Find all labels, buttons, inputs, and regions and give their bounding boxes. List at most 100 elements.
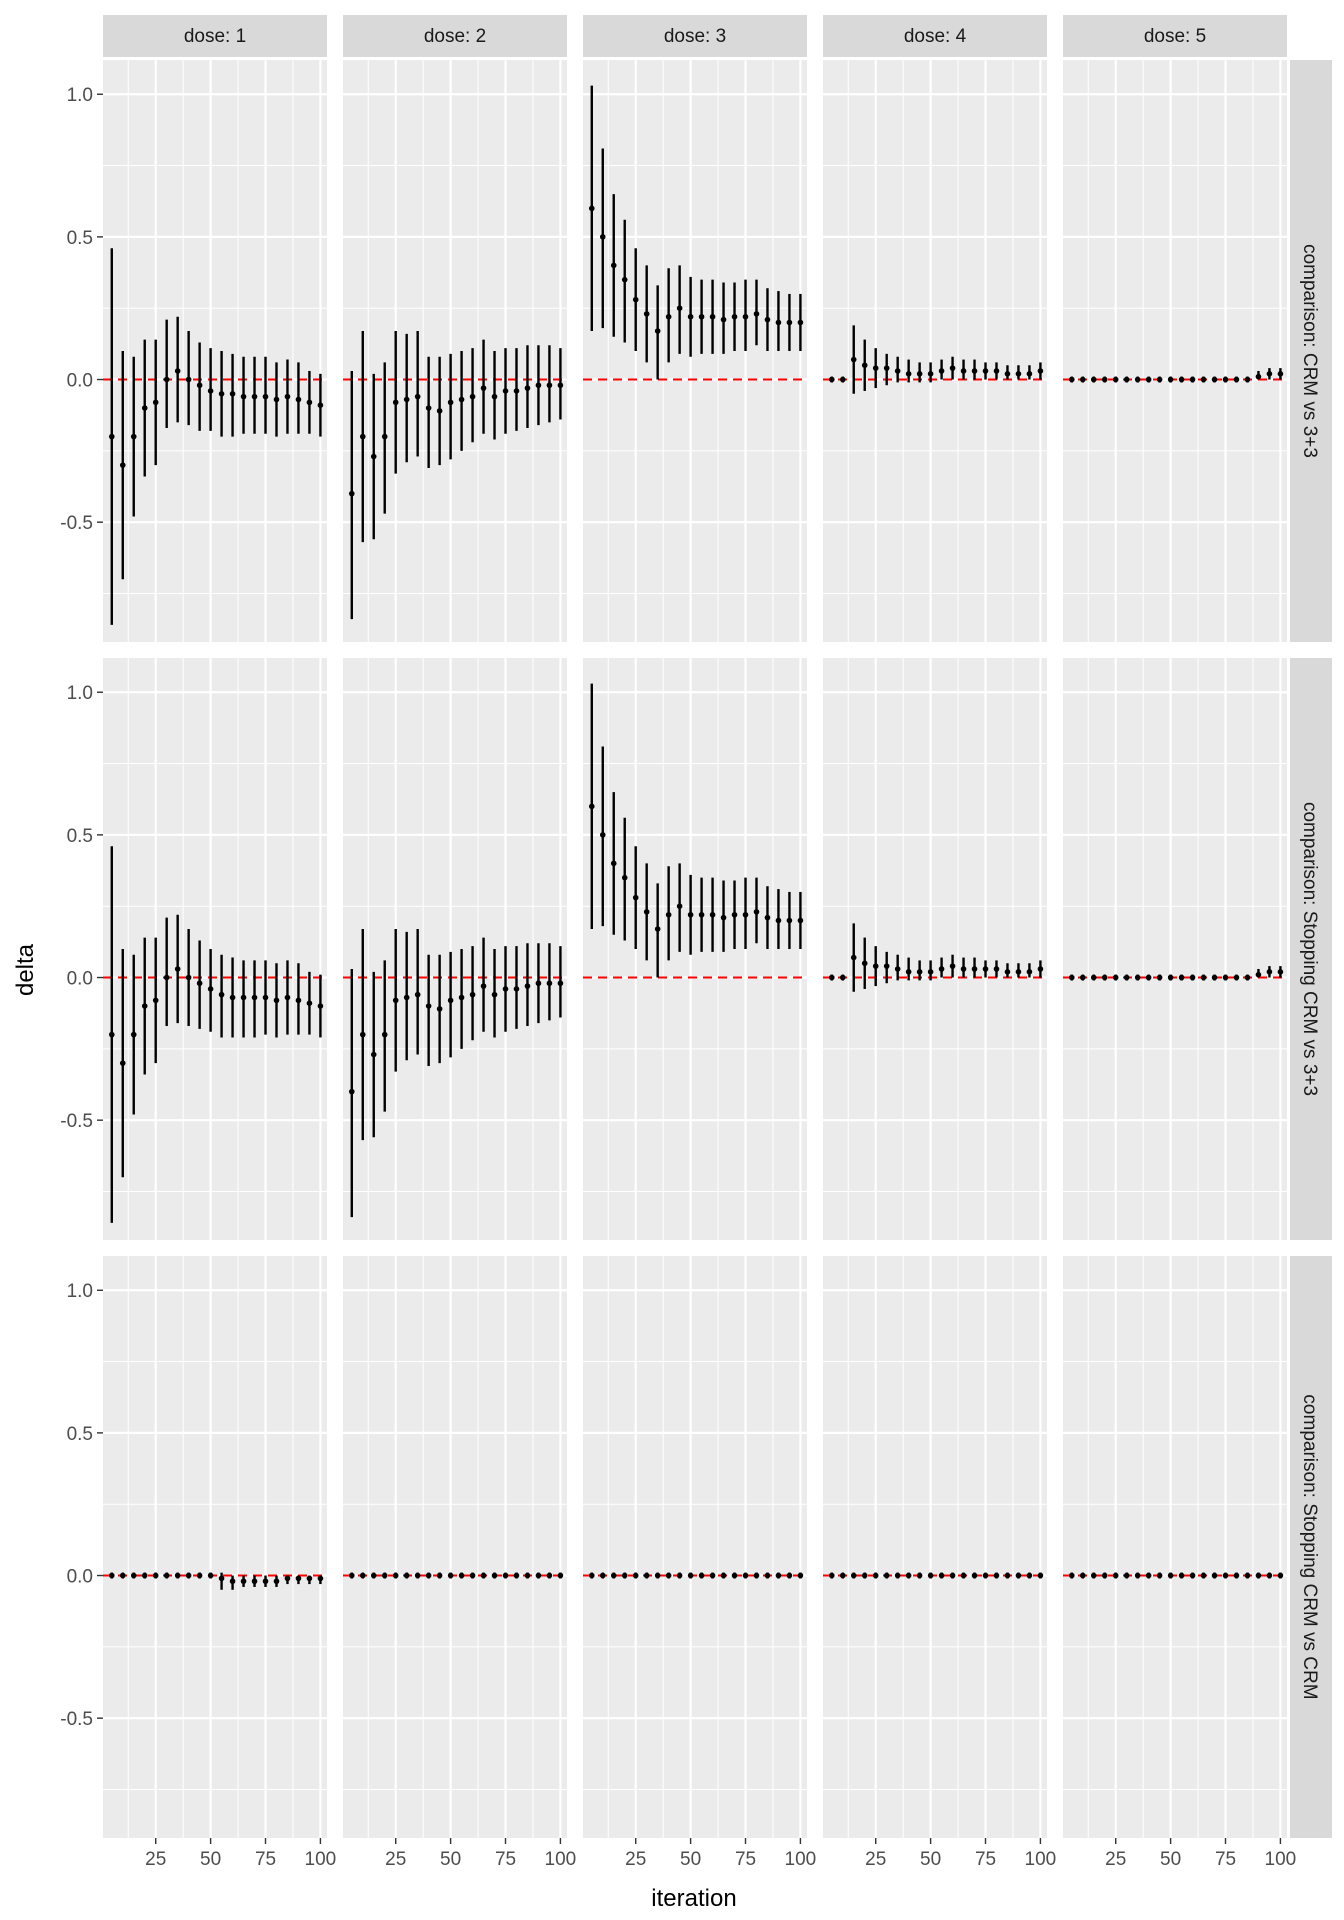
x-axis-title: iteration [651, 1885, 736, 1912]
estimate-point [687, 313, 694, 320]
facet-panel [823, 60, 1047, 642]
estimate-point [1222, 376, 1229, 383]
estimate-point [632, 296, 639, 303]
estimate-point [850, 1572, 857, 1579]
estimate-point [643, 909, 650, 915]
estimate-point [240, 1578, 247, 1585]
estimate-point [414, 991, 421, 998]
estimate-point [218, 991, 225, 998]
panel-marks [823, 923, 1047, 992]
estimate-point [839, 376, 846, 383]
estimate-point [731, 313, 738, 320]
estimate-point [1156, 974, 1163, 981]
estimate-point [1266, 371, 1273, 377]
estimate-point [632, 1572, 639, 1579]
estimate-point [546, 382, 553, 389]
estimate-point [1233, 376, 1240, 383]
estimate-point [1068, 376, 1075, 383]
estimate-point [828, 974, 835, 981]
row-strip: comparison: Stopping CRM vs CRM [1290, 1256, 1332, 1838]
estimate-point [317, 1575, 324, 1582]
x-tick-label: 100 [305, 1849, 337, 1870]
estimate-point [348, 490, 355, 497]
x-tick-label: 25 [1105, 1849, 1126, 1870]
x-tick-label: 25 [385, 1849, 406, 1870]
estimate-point [960, 368, 967, 374]
y-axis-title: delta [12, 943, 39, 996]
row-strip-label: comparison: Stopping CRM vs CRM [1299, 1394, 1320, 1699]
facet-panel [583, 1256, 807, 1838]
panel-background [1063, 1256, 1287, 1838]
estimate-point [317, 1003, 324, 1009]
estimate-point [1277, 371, 1284, 377]
estimate-point [130, 1031, 137, 1038]
estimate-point [535, 1572, 542, 1579]
estimate-point [1123, 1572, 1130, 1579]
panel-marks [583, 85, 807, 381]
facet-panel [1063, 60, 1287, 642]
estimate-point [1101, 376, 1108, 383]
panel-marks [343, 929, 567, 1218]
y-tick-label: 0.5 [67, 826, 93, 847]
estimate-point [709, 911, 716, 918]
estimate-point [1026, 1572, 1033, 1579]
estimate-point [295, 1575, 302, 1582]
panel-marks [1063, 368, 1287, 383]
estimate-point [971, 966, 978, 972]
column-strip: dose: 3 [583, 15, 807, 57]
estimate-point [927, 371, 934, 377]
estimate-point [883, 1572, 890, 1579]
estimate-point [1079, 974, 1086, 981]
estimate-point [894, 368, 901, 374]
estimate-point [1145, 376, 1152, 383]
estimate-point [828, 1572, 835, 1579]
estimate-point [905, 1572, 912, 1579]
estimate-point [654, 328, 661, 334]
column-strip: dose: 2 [343, 15, 567, 57]
estimate-point [1167, 974, 1174, 981]
estimate-point [1101, 1572, 1108, 1579]
row-strip-label: comparison: CRM vs 3+3 [1299, 244, 1320, 458]
estimate-point [414, 393, 421, 400]
estimate-point [1222, 1572, 1229, 1579]
estimate-point [993, 368, 1000, 374]
strip-background [1290, 60, 1332, 642]
estimate-point [480, 983, 487, 989]
facet-panel [823, 658, 1047, 1240]
estimate-point [1244, 974, 1251, 981]
panel-marks [103, 846, 327, 1223]
estimate-point [524, 983, 531, 989]
estimate-point [654, 1572, 661, 1579]
estimate-point [1167, 376, 1174, 383]
estimate-point [839, 1572, 846, 1579]
panel-marks [1063, 1572, 1287, 1579]
estimate-point [938, 368, 945, 374]
panel-background [103, 658, 327, 1240]
estimate-point [1145, 1572, 1152, 1579]
estimate-point [207, 388, 214, 394]
panel-background [583, 60, 807, 642]
estimate-point [469, 393, 476, 400]
estimate-point [1026, 969, 1033, 975]
estimate-point [381, 1031, 388, 1038]
estimate-point [753, 909, 760, 915]
estimate-point [588, 205, 595, 212]
estimate-point [174, 1572, 181, 1579]
estimate-point [1101, 974, 1108, 981]
estimate-point [971, 1572, 978, 1579]
y-tick-label: 0.0 [67, 969, 93, 990]
estimate-point [927, 1572, 934, 1579]
estimate-point [643, 311, 650, 317]
column-strip-label: dose: 5 [1144, 26, 1206, 47]
estimate-point [993, 966, 1000, 972]
estimate-point [676, 305, 683, 312]
estimate-point [786, 1572, 793, 1579]
estimate-point [850, 356, 857, 363]
estimate-point [262, 1578, 269, 1585]
estimate-point [251, 1578, 258, 1585]
estimate-point [207, 986, 214, 992]
estimate-point [251, 994, 258, 1001]
y-axis-ticks: -0.5 0.0 0.5 1.0 -0.5 0.0 0.5 1.0 -0.5 0.0 0.5 1.0 [60, 85, 103, 1730]
x-tick-label: 100 [545, 1849, 577, 1870]
estimate-point [916, 969, 923, 975]
